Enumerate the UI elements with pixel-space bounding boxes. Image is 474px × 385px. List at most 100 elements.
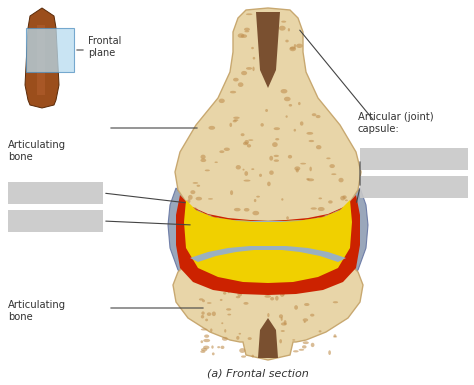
Ellipse shape	[197, 185, 200, 187]
Polygon shape	[258, 318, 278, 358]
Ellipse shape	[206, 269, 212, 274]
Ellipse shape	[217, 346, 220, 348]
Ellipse shape	[280, 292, 284, 297]
Ellipse shape	[316, 270, 322, 272]
Ellipse shape	[326, 157, 330, 159]
Text: Articulating
bone: Articulating bone	[8, 300, 66, 321]
Ellipse shape	[294, 166, 301, 171]
Ellipse shape	[299, 349, 304, 351]
Ellipse shape	[267, 182, 271, 186]
Ellipse shape	[272, 142, 278, 147]
Ellipse shape	[229, 123, 232, 127]
Ellipse shape	[201, 340, 203, 343]
Bar	[26, 28, 74, 72]
Ellipse shape	[201, 315, 204, 318]
Ellipse shape	[211, 278, 213, 283]
Ellipse shape	[288, 155, 292, 159]
Ellipse shape	[287, 258, 293, 263]
Ellipse shape	[307, 178, 314, 181]
Bar	[8, 182, 103, 204]
Ellipse shape	[281, 198, 283, 201]
Ellipse shape	[290, 47, 296, 51]
Text: Articular (joint)
capsule:: Articular (joint) capsule:	[358, 112, 434, 134]
Polygon shape	[256, 12, 280, 88]
Ellipse shape	[259, 282, 264, 286]
Ellipse shape	[256, 262, 263, 266]
Ellipse shape	[273, 127, 280, 130]
Ellipse shape	[208, 198, 213, 200]
Ellipse shape	[252, 355, 254, 358]
Ellipse shape	[223, 268, 226, 270]
Ellipse shape	[281, 322, 287, 326]
Ellipse shape	[239, 348, 246, 353]
Polygon shape	[175, 8, 361, 221]
Ellipse shape	[241, 71, 247, 75]
Ellipse shape	[345, 199, 348, 201]
Ellipse shape	[303, 341, 309, 344]
Ellipse shape	[238, 333, 241, 335]
Ellipse shape	[247, 337, 252, 340]
Ellipse shape	[267, 323, 270, 327]
Ellipse shape	[309, 140, 314, 142]
Polygon shape	[173, 247, 363, 360]
Ellipse shape	[281, 279, 286, 282]
Ellipse shape	[292, 339, 295, 341]
Ellipse shape	[328, 350, 331, 355]
Ellipse shape	[201, 328, 208, 331]
Ellipse shape	[223, 292, 227, 295]
Ellipse shape	[234, 208, 241, 211]
Ellipse shape	[201, 311, 205, 315]
Ellipse shape	[207, 302, 211, 304]
Ellipse shape	[285, 40, 289, 42]
Ellipse shape	[333, 301, 338, 303]
Ellipse shape	[279, 26, 286, 31]
Ellipse shape	[340, 196, 345, 201]
Ellipse shape	[191, 207, 198, 211]
Polygon shape	[176, 195, 360, 295]
Ellipse shape	[195, 216, 200, 219]
Ellipse shape	[243, 169, 245, 171]
Ellipse shape	[304, 303, 310, 306]
Ellipse shape	[187, 199, 191, 203]
Ellipse shape	[300, 121, 303, 126]
Ellipse shape	[236, 296, 240, 298]
Ellipse shape	[283, 293, 285, 296]
Ellipse shape	[192, 182, 198, 184]
Text: Frontal
plane: Frontal plane	[88, 36, 121, 58]
Ellipse shape	[317, 266, 320, 270]
Ellipse shape	[245, 31, 249, 32]
Ellipse shape	[211, 345, 214, 349]
Text: Articulating
bone: Articulating bone	[8, 140, 66, 162]
Ellipse shape	[205, 169, 210, 171]
Ellipse shape	[233, 120, 237, 122]
Ellipse shape	[220, 346, 224, 349]
Ellipse shape	[310, 314, 314, 316]
Ellipse shape	[331, 173, 337, 175]
Ellipse shape	[201, 348, 207, 351]
Polygon shape	[193, 208, 343, 222]
Ellipse shape	[248, 139, 253, 141]
Ellipse shape	[264, 286, 269, 288]
Ellipse shape	[293, 129, 296, 132]
Ellipse shape	[253, 57, 255, 60]
Ellipse shape	[306, 132, 313, 135]
Ellipse shape	[236, 165, 241, 169]
Ellipse shape	[286, 216, 289, 219]
Bar	[360, 148, 468, 170]
Ellipse shape	[273, 159, 279, 162]
Ellipse shape	[245, 140, 249, 144]
Ellipse shape	[281, 21, 286, 23]
Polygon shape	[184, 200, 352, 283]
Ellipse shape	[281, 317, 283, 321]
Ellipse shape	[277, 281, 283, 283]
Ellipse shape	[203, 339, 210, 342]
Ellipse shape	[320, 287, 324, 290]
Ellipse shape	[267, 313, 270, 317]
Ellipse shape	[310, 208, 317, 210]
Bar	[360, 176, 468, 198]
Ellipse shape	[298, 102, 301, 105]
Ellipse shape	[316, 145, 321, 149]
Ellipse shape	[289, 104, 292, 107]
Ellipse shape	[276, 258, 282, 261]
Ellipse shape	[279, 314, 283, 318]
